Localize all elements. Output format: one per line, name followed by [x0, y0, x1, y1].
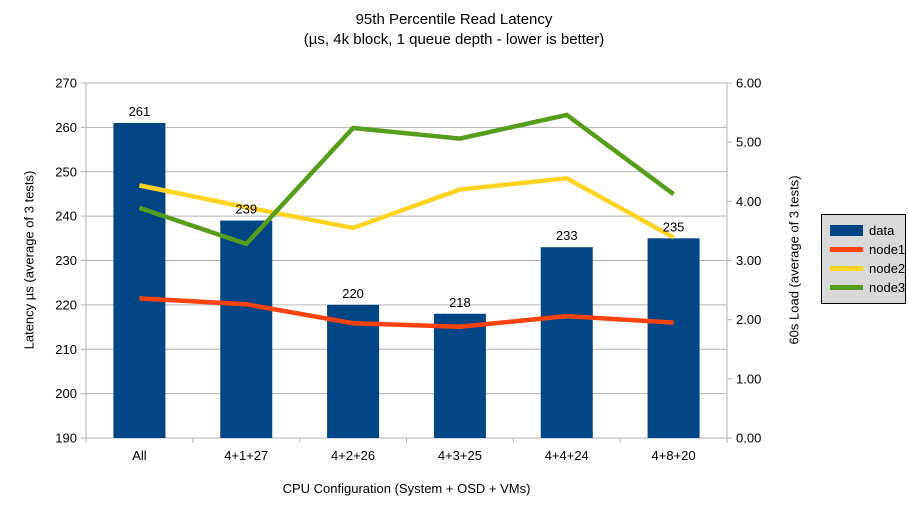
bar: [433, 313, 486, 438]
x-tick-label: 4+2+26: [331, 448, 375, 463]
bar: [647, 238, 700, 438]
left-axis-tick-label: 190: [55, 431, 77, 446]
left-axis-tick-label: 260: [55, 120, 77, 135]
bar-value-label: 261: [129, 104, 151, 119]
left-axis-tick-label: 210: [55, 342, 77, 357]
legend-label: node3: [869, 280, 906, 295]
right-axis-tick-label: 5.00: [736, 135, 761, 150]
bar: [540, 247, 593, 438]
bar: [220, 220, 273, 438]
line-node2: [138, 175, 675, 240]
left-axis-tick-label: 270: [55, 76, 77, 91]
left-axis-tick-label: 240: [55, 209, 77, 224]
legend-swatch-data: [830, 225, 863, 236]
bar-value-label: 218: [449, 295, 471, 310]
legend-label: node1: [869, 242, 906, 257]
right-axis-tick-label: 3.00: [736, 253, 761, 268]
legend-swatch-node3: [830, 285, 863, 290]
chart-subtitle: (µs, 4k block, 1 queue depth - lower is …: [303, 31, 605, 48]
legend-item-node3: node3: [830, 280, 905, 295]
left-axis-tick-label: 220: [55, 297, 77, 312]
right-axis-tick-label: 2.00: [736, 312, 761, 327]
legend-item-data: data: [830, 223, 897, 238]
legend-item-node2: node2: [830, 261, 905, 276]
left-axis-tick-label: 200: [55, 386, 77, 401]
right-axis-tick-label: 0.00: [736, 431, 761, 446]
right-axis-title: 60s Load (average of 3 tests): [786, 175, 802, 345]
legend-swatch-node1: [830, 247, 863, 252]
bar-value-label: 233: [556, 228, 578, 243]
bar-value-label: 235: [663, 219, 685, 234]
right-axis-tick-label: 1.00: [736, 371, 761, 386]
legend-label: node2: [869, 261, 906, 276]
left-axis-tick-label: 230: [55, 253, 77, 268]
bar: [327, 304, 380, 438]
right-axis-tick-label: 6.00: [736, 76, 761, 91]
right-axis-tick-label: 4.00: [736, 194, 761, 209]
bar: [113, 122, 166, 438]
x-tick-label: All: [132, 448, 147, 463]
legend-label: data: [869, 223, 895, 238]
x-tick-label: 4+4+24: [545, 448, 589, 463]
chart-title: 95th Percentile Read Latency: [355, 11, 553, 28]
x-tick-label: 4+1+27: [224, 448, 268, 463]
line-node3: [138, 112, 675, 247]
legend-swatch-node2: [830, 266, 863, 271]
bar-value-label: 220: [342, 286, 364, 301]
legend-item-node1: node1: [830, 242, 905, 257]
left-axis-tick-label: 250: [55, 164, 77, 179]
legend: data node1 node2 node3: [821, 214, 906, 304]
x-tick-label: 4+8+20: [652, 448, 696, 463]
bar-value-label: 239: [235, 202, 257, 217]
x-axis-title: CPU Configuration (System + OSD + VMs): [282, 481, 531, 496]
x-tick-label: 4+3+25: [438, 448, 482, 463]
line-node1: [139, 296, 674, 330]
left-axis-title: Latency µs (average of 3 tests): [21, 170, 37, 350]
